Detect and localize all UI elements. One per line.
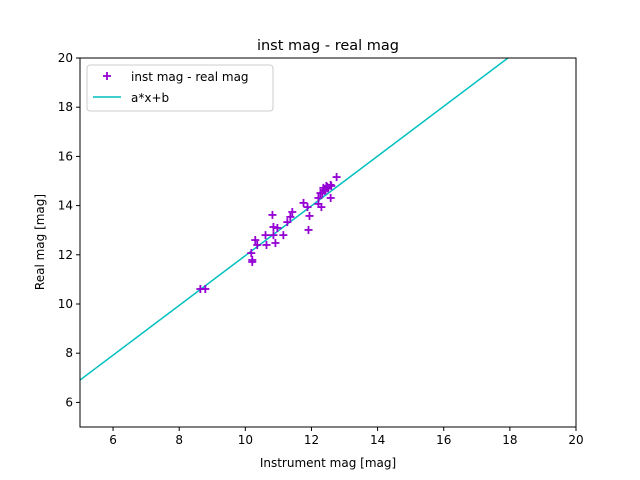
x-tick-label: 8 [175, 433, 183, 447]
y-axis-label: Real mag [mag] [33, 194, 47, 290]
y-tick-label: 16 [58, 149, 73, 163]
y-tick-label: 18 [58, 100, 73, 114]
data-point [268, 210, 277, 219]
data-point [269, 231, 278, 240]
data-point [269, 223, 278, 232]
x-tick-label: 10 [238, 433, 253, 447]
data-point [262, 240, 271, 249]
x-tick-label: 18 [502, 433, 517, 447]
data-point [316, 189, 325, 198]
data-point [273, 223, 282, 232]
legend-label-scatter: inst mag - real mag [131, 70, 249, 84]
x-tick-label: 16 [436, 433, 451, 447]
data-point [253, 240, 262, 249]
data-point [261, 231, 270, 240]
data-point [332, 173, 341, 182]
y-tick-label: 10 [58, 297, 73, 311]
y-tick-label: 8 [65, 346, 73, 360]
axes-frame [79, 57, 577, 428]
legend-marker-scatter [103, 72, 111, 80]
x-tick-label: 12 [304, 433, 319, 447]
x-tick-label: 6 [109, 433, 117, 447]
x-axis-label: Instrument mag [mag] [260, 456, 396, 470]
data-point [299, 198, 308, 207]
legend-plus-marker [103, 72, 111, 80]
legend-label-line: a*x+b [131, 91, 169, 105]
data-point [304, 225, 313, 234]
data-point [320, 186, 329, 195]
y-tick-label: 12 [58, 248, 73, 262]
y-tick-label: 14 [58, 199, 73, 213]
x-tick-label: 20 [568, 433, 583, 447]
legend-box [86, 64, 274, 112]
data-point [305, 211, 314, 220]
data-point [288, 207, 297, 216]
y-tick-label: 20 [58, 51, 73, 65]
data-point [303, 203, 312, 212]
data-point [251, 236, 260, 245]
x-tick-label: 14 [370, 433, 385, 447]
data-point [279, 231, 288, 240]
data-point [322, 181, 331, 190]
legend: inst mag - real mag a*x+b [86, 64, 274, 112]
data-point [283, 218, 292, 227]
y-tick-label: 6 [65, 395, 73, 409]
data-point [286, 212, 295, 221]
chart-title: inst mag - real mag [257, 38, 399, 54]
data-point [326, 193, 335, 202]
data-point [271, 238, 280, 247]
data-point [247, 249, 256, 258]
fit-line [80, 58, 510, 381]
data-point [201, 284, 210, 293]
data-point [248, 255, 257, 264]
data-point [317, 203, 326, 212]
